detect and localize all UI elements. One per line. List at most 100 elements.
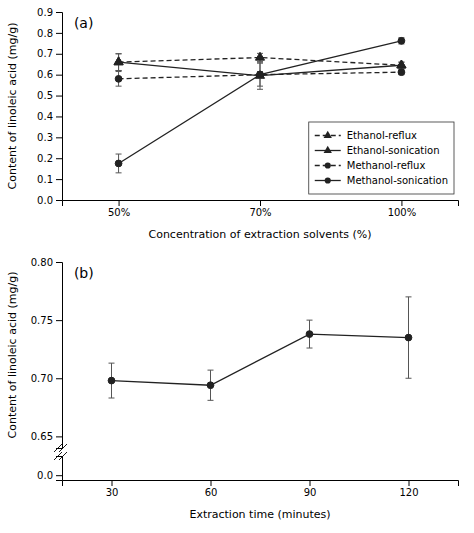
break-mark bbox=[59, 452, 67, 460]
y-axis-title: Content of linoleic acid (mg/g) bbox=[6, 272, 19, 439]
tick-mark bbox=[112, 480, 113, 486]
tick-mark bbox=[310, 480, 311, 486]
tick-mark bbox=[260, 200, 261, 206]
tick: 0.4 bbox=[37, 111, 62, 122]
legend-marker bbox=[325, 177, 331, 183]
marker bbox=[255, 52, 264, 60]
tick-mark bbox=[409, 480, 410, 486]
tick-mark bbox=[56, 179, 62, 180]
marker bbox=[397, 60, 406, 68]
tick-label: 0.65 bbox=[31, 431, 53, 442]
tick: 0.6 bbox=[37, 69, 62, 80]
y-axis: 0.0 bbox=[37, 457, 62, 481]
marker bbox=[306, 331, 313, 338]
series-line bbox=[119, 72, 402, 79]
panel: 0.65 0.70 0.75 0.80 (b) Content of linoleic a… bbox=[6, 257, 412, 449]
axis-break bbox=[54, 444, 67, 460]
tick: 0.5 bbox=[37, 90, 62, 101]
plot-area bbox=[108, 297, 412, 400]
tick: 0.3 bbox=[37, 132, 62, 143]
tick-mark bbox=[56, 200, 62, 201]
marker bbox=[398, 37, 405, 44]
tick-mark bbox=[119, 200, 120, 206]
legend-label: Methanol-reflux bbox=[347, 160, 426, 171]
tick-mark bbox=[56, 96, 62, 97]
axis-line bbox=[56, 13, 63, 201]
error-bar bbox=[398, 38, 404, 44]
legend-marker bbox=[324, 146, 332, 153]
marker bbox=[114, 57, 123, 65]
axis-line bbox=[56, 263, 63, 449]
tick-label: 0.7 bbox=[37, 48, 53, 59]
y-axis: 0.65 0.70 0.75 0.80 bbox=[31, 257, 63, 449]
tick-label: 0.9 bbox=[37, 7, 53, 18]
axis-line bbox=[63, 201, 459, 207]
legend-label: Ethanol-reflux bbox=[347, 130, 417, 141]
tick-mark bbox=[56, 54, 62, 55]
tick: 0.80 bbox=[31, 257, 62, 268]
marker bbox=[115, 160, 122, 167]
tick: 50% bbox=[108, 200, 130, 218]
tick-mark bbox=[56, 75, 62, 76]
legend-item: Ethanol-reflux bbox=[315, 130, 417, 141]
tick-label: 120 bbox=[399, 487, 418, 498]
tick-label: 0.5 bbox=[37, 90, 53, 101]
marker bbox=[207, 382, 214, 389]
tick: 90 bbox=[304, 480, 317, 498]
error-bar bbox=[398, 70, 404, 75]
tick: 0.7 bbox=[37, 48, 62, 59]
error-bar bbox=[109, 363, 115, 398]
marker bbox=[405, 334, 412, 341]
tick-mark bbox=[56, 116, 62, 117]
tick-label: 70% bbox=[249, 207, 271, 218]
legend-frame bbox=[309, 122, 454, 194]
legend-item: Ethanol-sonication bbox=[315, 145, 440, 156]
y-axis: 0.0 0.1 0.2 0.3 0.4 0.5 0.6 0.7 0.8 0.9 bbox=[37, 7, 62, 206]
tick: 0.1 bbox=[37, 174, 62, 185]
error-bar bbox=[116, 72, 122, 87]
tick-label: 0.70 bbox=[31, 373, 53, 384]
tick: 0.65 bbox=[31, 431, 62, 442]
legend-marker bbox=[324, 131, 332, 138]
y-axis-title: Content of linoleic acid (mg/g) bbox=[6, 23, 19, 190]
tick: 120 bbox=[399, 480, 418, 498]
figure: 0.00.10.20.30.40.50.60.70.80.950%70%100%… bbox=[0, 0, 474, 533]
tick-label: 0.3 bbox=[37, 132, 53, 143]
tick: 60 bbox=[205, 480, 218, 498]
tick-label: 50% bbox=[108, 207, 130, 218]
tick-label: 0.6 bbox=[37, 69, 53, 80]
panel: 0.00.10.20.30.40.50.60.70.80.950%70%100%… bbox=[6, 7, 459, 241]
error-bar bbox=[406, 297, 412, 378]
tick-label: 60 bbox=[205, 487, 218, 498]
legend-marker bbox=[325, 162, 331, 168]
legend-label: Methanol-sonication bbox=[347, 175, 448, 186]
tick-label: 0.8 bbox=[37, 28, 53, 39]
title: (b) bbox=[74, 265, 94, 281]
tick: 0.75 bbox=[31, 315, 62, 326]
error-bar bbox=[257, 63, 263, 86]
panel: 0.0306090120Extraction time (minutes) bbox=[37, 457, 458, 522]
tick-mark bbox=[56, 33, 62, 34]
axis-line bbox=[63, 481, 459, 487]
legend: Ethanol-reflux Ethanol-sonication Methanol… bbox=[309, 122, 454, 194]
tick-label: 90 bbox=[304, 487, 317, 498]
tick: 0.0 bbox=[37, 195, 62, 206]
marker bbox=[257, 71, 264, 78]
tick-label: 0.2 bbox=[37, 153, 53, 164]
tick: 0.8 bbox=[37, 28, 62, 39]
marker bbox=[115, 75, 122, 82]
tick-mark bbox=[56, 158, 62, 159]
legend-item: Methanol-sonication bbox=[315, 175, 448, 186]
error-bar bbox=[307, 320, 313, 348]
tick: 0.70 bbox=[31, 373, 62, 384]
error-bar bbox=[208, 370, 214, 400]
x-axis: 306090120 bbox=[63, 480, 459, 498]
tick-mark bbox=[56, 475, 62, 476]
tick-mark bbox=[56, 378, 62, 379]
error-bar bbox=[257, 72, 263, 78]
tick-mark bbox=[56, 320, 62, 321]
x-axis-title: Extraction time (minutes) bbox=[189, 508, 330, 521]
tick-label: 0.80 bbox=[31, 257, 53, 268]
legend-item: Methanol-reflux bbox=[315, 160, 426, 171]
title: (a) bbox=[74, 15, 94, 31]
